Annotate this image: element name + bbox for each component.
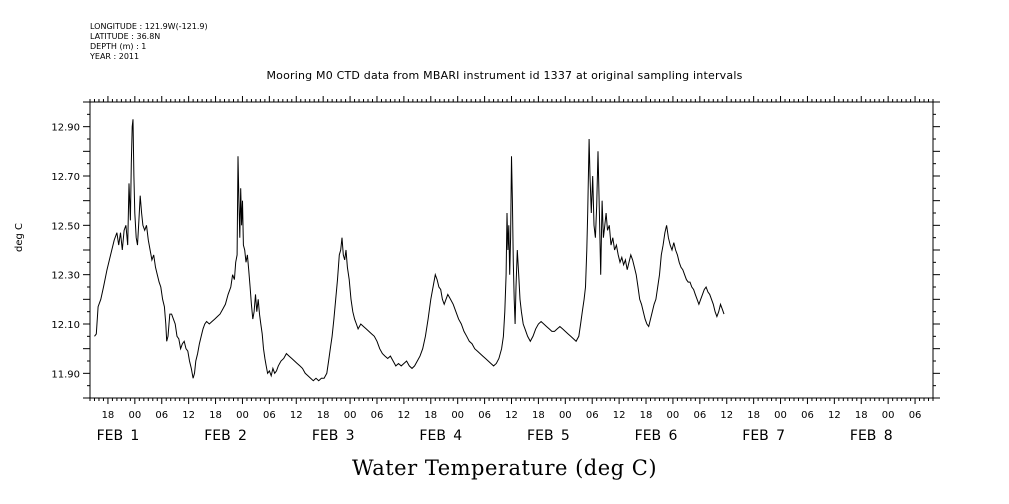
x-tick-label: 06 bbox=[155, 410, 168, 421]
series-line bbox=[94, 119, 725, 382]
x-tick-label: 18 bbox=[102, 410, 115, 421]
date-day-label: 7 bbox=[776, 428, 785, 444]
date-month-label: FEB bbox=[204, 428, 231, 444]
y-tick-label: 12.50 bbox=[51, 221, 80, 232]
depth-text: DEPTH (m) : 1 bbox=[90, 42, 147, 51]
y-tick-label: 12.70 bbox=[51, 172, 80, 183]
x-tick-label: 00 bbox=[882, 410, 895, 421]
date-month-label: FEB bbox=[850, 428, 877, 444]
x-tick-label: 12 bbox=[720, 410, 733, 421]
y-tick-label: 12.90 bbox=[51, 123, 80, 134]
longitude-text: LONGITUDE : 121.9W(-121.9) bbox=[90, 22, 208, 31]
x-tick-label: 12 bbox=[613, 410, 626, 421]
x-tick-label: 18 bbox=[855, 410, 868, 421]
latitude-text: LATITUDE : 36.8N bbox=[90, 32, 161, 41]
x-tick-label: 18 bbox=[424, 410, 437, 421]
x-tick-label: 00 bbox=[451, 410, 464, 421]
year-text: YEAR : 2011 bbox=[90, 52, 140, 61]
x-tick-label: 18 bbox=[532, 410, 545, 421]
x-tick-label: 12 bbox=[398, 410, 411, 421]
x-tick-label: 00 bbox=[128, 410, 141, 421]
date-month-label: FEB bbox=[527, 428, 554, 444]
date-month-label: FEB bbox=[635, 428, 662, 444]
date-day-label: 8 bbox=[884, 428, 893, 444]
x-axis-label: Water Temperature (deg C) bbox=[351, 456, 658, 480]
x-tick-label: 00 bbox=[774, 410, 787, 421]
x-tick-label: 00 bbox=[667, 410, 680, 421]
x-tick-label: 18 bbox=[747, 410, 760, 421]
x-tick-label: 06 bbox=[478, 410, 491, 421]
x-tick-label: 18 bbox=[317, 410, 330, 421]
y-axis: 11.90 12.10 12.30 12.50 12.70 12.90 bbox=[51, 101, 940, 399]
plot-frame-group bbox=[89, 96, 934, 404]
x-tick-label: 18 bbox=[209, 410, 222, 421]
x-tick-label: 00 bbox=[559, 410, 572, 421]
date-day-label: 4 bbox=[453, 428, 462, 444]
x-tick-label: 06 bbox=[371, 410, 384, 421]
x-tick-label: 06 bbox=[693, 410, 706, 421]
x-tick-label: 06 bbox=[801, 410, 814, 421]
x-tick-label: 18 bbox=[640, 410, 653, 421]
x-tick-label: 06 bbox=[909, 410, 922, 421]
date-month-label: FEB bbox=[742, 428, 769, 444]
plot-frame bbox=[89, 101, 934, 399]
date-month-label: FEB bbox=[312, 428, 339, 444]
x-tick-label: 00 bbox=[344, 410, 357, 421]
x-axis: 18 00 06 12 18 00 06 12 18 00 06 12 18 00 06 12 18 00 06 12… bbox=[97, 410, 922, 444]
station-metadata: LONGITUDE : 121.9W(-121.9) LATITUDE : 36… bbox=[90, 22, 208, 62]
x-tick-label: 00 bbox=[236, 410, 249, 421]
date-day-label: 3 bbox=[346, 428, 355, 444]
x-tick-label: 06 bbox=[263, 410, 276, 421]
date-day-label: 5 bbox=[561, 428, 570, 444]
chart-title: Mooring M0 CTD data from MBARI instrumen… bbox=[266, 69, 743, 82]
y-tick-label: 12.10 bbox=[51, 320, 80, 331]
date-day-label: 6 bbox=[668, 428, 677, 444]
x-tick-label: 12 bbox=[290, 410, 303, 421]
x-tick-label: 06 bbox=[586, 410, 599, 421]
date-month-label: FEB bbox=[97, 428, 124, 444]
date-day-label: 2 bbox=[238, 428, 247, 444]
date-day-label: 1 bbox=[130, 428, 139, 444]
y-tick-label: 12.30 bbox=[51, 271, 80, 282]
x-tick-label: 12 bbox=[182, 410, 195, 421]
y-tick-label: 11.90 bbox=[51, 369, 80, 380]
date-month-label: FEB bbox=[419, 428, 446, 444]
series-group bbox=[94, 119, 725, 382]
x-tick-label: 12 bbox=[828, 410, 841, 421]
x-tick-label: 12 bbox=[505, 410, 518, 421]
